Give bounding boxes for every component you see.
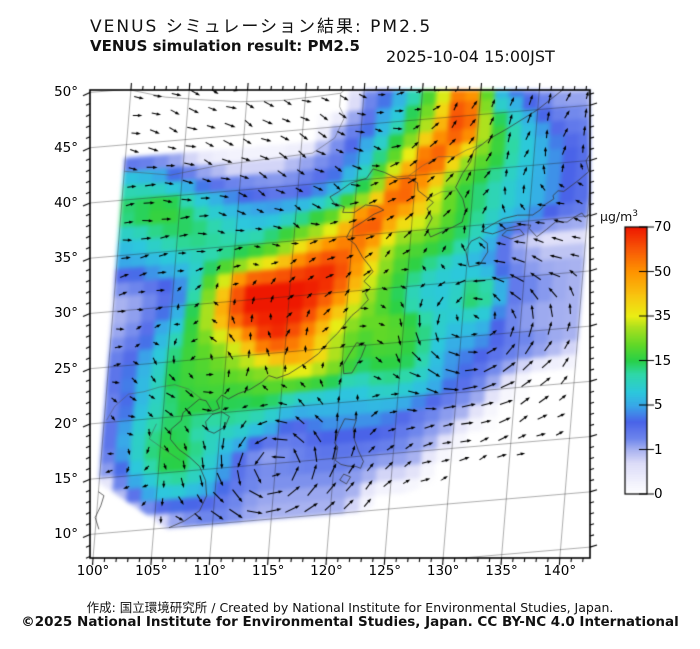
lat-tick-label: 25° <box>54 360 78 377</box>
lat-tick-label: 50° <box>54 84 78 101</box>
colorbar-tick-label: 15 <box>654 352 672 369</box>
lon-tick-label: 135° <box>485 563 518 579</box>
lat-tick-label: 30° <box>54 305 78 322</box>
lat-tick-label: 35° <box>54 250 78 267</box>
credit-line: 作成: 国立環境研究所 / Created by National Instit… <box>86 600 614 615</box>
lon-tick-label: 110° <box>193 563 226 579</box>
lon-tick-label: 100° <box>76 563 110 579</box>
colorbar-tick-label: 5 <box>654 397 663 413</box>
lat-tick-label: 40° <box>54 194 78 211</box>
colorbar-tick-label: 1 <box>654 441 663 458</box>
colorbar-tick-label: 0 <box>654 486 663 502</box>
lon-tick-label: 120° <box>310 563 343 579</box>
lon-tick-label: 105° <box>135 563 168 579</box>
lon-tick-label: 115° <box>251 563 285 579</box>
lon-tick-label: 130° <box>426 563 460 579</box>
colorbar-tick-label: 50 <box>654 263 672 280</box>
colorbar-unit-label: µg/m3 <box>600 209 639 225</box>
lat-tick-label: 15° <box>54 471 78 488</box>
lat-tick-label: 45° <box>54 139 78 156</box>
lon-tick-label: 140° <box>543 563 577 579</box>
lon-tick-label: 125° <box>368 563 402 579</box>
lat-tick-label: 10° <box>54 526 78 543</box>
colorbar-tick-label: 70 <box>654 219 672 235</box>
license-line: ©2025 National Institute for Environment… <box>21 614 679 630</box>
lat-tick-label: 20° <box>54 415 78 432</box>
colorbar-tick-label: 35 <box>654 308 672 324</box>
